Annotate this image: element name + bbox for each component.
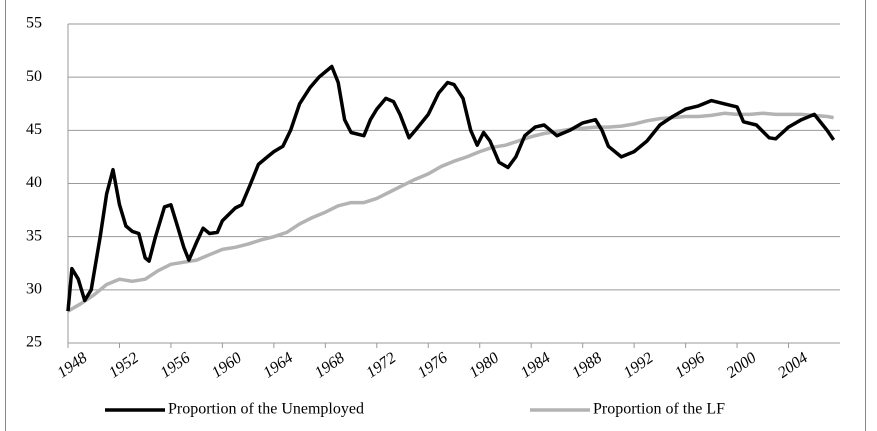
y-tick-label: 55 [26, 15, 42, 32]
chart-frame [5, 0, 866, 431]
x-tick-label: 1964 [260, 349, 296, 381]
y-tick-label: 40 [26, 174, 42, 191]
x-tick-label: 1960 [209, 349, 245, 381]
y-tick-label: 50 [26, 68, 42, 85]
x-tick-label: 1988 [569, 349, 605, 381]
legend-label: Proportion of the LF [593, 401, 725, 418]
x-tick-label: 1976 [415, 349, 451, 381]
y-tick-label: 25 [26, 334, 42, 351]
legend-label: Proportion of the Unemployed [168, 401, 364, 418]
series-line [66, 64, 836, 312]
series-line [67, 111, 834, 313]
y-tick-label: 30 [26, 281, 42, 298]
x-tick-label: 1996 [672, 349, 708, 381]
x-tick-label: 1956 [157, 349, 193, 381]
y-tick-label: 45 [26, 121, 42, 138]
x-tick-label: 1968 [312, 349, 348, 381]
x-tick-label: 1980 [466, 349, 502, 381]
x-tick-label: 1948 [54, 349, 90, 381]
x-tick-label: 2000 [724, 349, 760, 381]
y-tick-label: 35 [26, 227, 42, 244]
x-tick-label: 1984 [518, 349, 554, 381]
x-tick-label: 2004 [775, 349, 811, 381]
x-tick-label: 1972 [363, 349, 399, 381]
x-tick-label: 1952 [106, 349, 142, 381]
x-tick-label: 1992 [621, 349, 657, 381]
